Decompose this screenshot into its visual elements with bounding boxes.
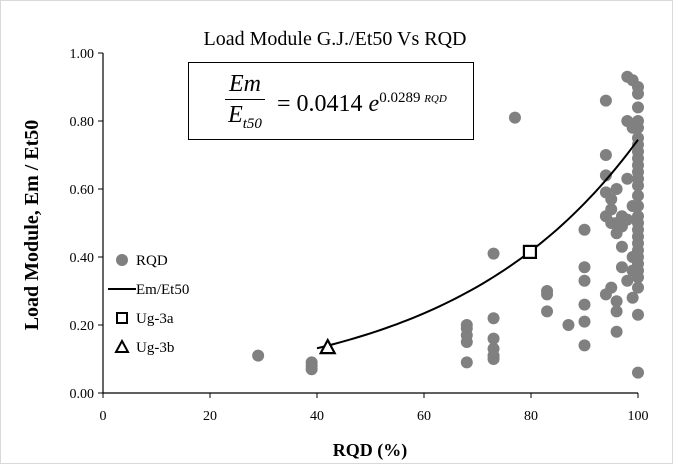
legend-label: RQD — [136, 253, 168, 269]
equation-exp-var: RQD — [424, 92, 447, 105]
data-point — [541, 305, 554, 318]
y-tick-label: 0.20 — [70, 319, 95, 334]
data-point — [460, 319, 473, 331]
data-point — [599, 149, 612, 161]
data-point — [621, 172, 634, 185]
legend: RQD Em/Et50 Ug-3a Ug-3b — [108, 253, 189, 356]
data-point — [610, 325, 623, 338]
data-point — [610, 183, 623, 195]
data-point — [610, 295, 623, 308]
fit-equation-box: Em Et50 = 0.0414 e0.0289 RQD — [188, 62, 474, 140]
equation-rhs: = 0.0414 e0.0289 RQD — [277, 90, 447, 118]
data-point — [508, 111, 521, 124]
data-point — [632, 366, 644, 379]
ug-3b-marker — [318, 337, 337, 355]
equation-numerator: Em — [225, 69, 265, 100]
x-axis-title: RQD (%) — [333, 440, 408, 461]
data-point — [578, 274, 591, 287]
x-tick-label: 100 — [628, 409, 649, 424]
data-point — [599, 94, 612, 107]
fit-equation: Em Et50 = 0.0414 e0.0289 RQD — [225, 69, 447, 139]
legend-symbol-rqd — [116, 254, 128, 266]
equation-coefficient: = 0.0414 — [277, 90, 363, 117]
data-point — [632, 281, 644, 294]
data-point — [626, 291, 639, 304]
data-point — [578, 298, 591, 311]
data-point — [599, 169, 612, 182]
equation-den-base: E — [228, 102, 243, 128]
data-point — [632, 115, 644, 127]
ug-3a-marker — [522, 244, 538, 259]
y-tick-label: 1.00 — [70, 47, 95, 62]
data-point — [305, 356, 318, 369]
legend-label: Ug-3a — [136, 311, 174, 327]
data-point — [632, 101, 644, 114]
equation-exponent: 0.0289 RQD — [379, 90, 447, 106]
y-tick-label: 0.60 — [70, 183, 95, 198]
data-point — [632, 210, 644, 223]
data-point — [632, 200, 644, 212]
data-point — [610, 305, 623, 318]
fit-curve — [316, 139, 639, 350]
legend-symbol-ug-3a — [116, 312, 128, 324]
legend-symbol-ug-3b — [114, 338, 130, 353]
data-point — [615, 240, 628, 253]
y-tick-label: 0.80 — [70, 115, 95, 130]
x-tick-label: 20 — [203, 409, 217, 424]
x-tick-label: 40 — [310, 409, 324, 424]
data-point — [578, 261, 591, 274]
data-point — [621, 274, 634, 287]
x-tick-label: 80 — [524, 409, 538, 424]
data-point — [632, 308, 644, 321]
data-point — [252, 349, 265, 362]
data-point — [487, 312, 500, 325]
x-tick-label: 0 — [100, 409, 107, 424]
equation-fraction: Em Et50 — [225, 69, 265, 139]
equation-denominator: Et50 — [225, 100, 265, 139]
data-point — [578, 223, 591, 236]
data-point — [541, 285, 554, 297]
x-tick-label: 60 — [417, 409, 431, 424]
data-point — [460, 356, 473, 369]
data-point — [562, 319, 575, 331]
y-tick-label: 0.00 — [70, 387, 95, 402]
data-point — [605, 203, 618, 216]
data-point — [578, 339, 591, 352]
data-point — [605, 193, 618, 206]
data-point — [487, 332, 500, 345]
data-point — [632, 189, 644, 202]
chart-title: Load Module G.J./Et50 Vs RQD — [204, 28, 467, 50]
y-tick-label: 0.40 — [70, 251, 95, 266]
equation-exp-coef: 0.0289 — [379, 89, 421, 106]
equation-den-sub: t50 — [242, 115, 262, 132]
y-axis-title: Load Module, Em / Et50 — [21, 120, 43, 331]
equation-exp-base: e — [368, 90, 380, 117]
data-point — [632, 81, 644, 93]
data-point — [621, 213, 634, 226]
data-point — [487, 342, 500, 355]
data-point — [632, 132, 644, 144]
plot-area: 0.00 0.20 0.40 0.60 0.80 1.00 0 20 40 60 80 100 — [70, 47, 649, 424]
data-point — [487, 247, 500, 260]
data-point — [578, 315, 591, 328]
data-point — [615, 261, 628, 274]
data-point — [605, 281, 618, 294]
legend-label: Em/Et50 — [136, 282, 189, 298]
legend-label: Ug-3b — [136, 340, 174, 356]
